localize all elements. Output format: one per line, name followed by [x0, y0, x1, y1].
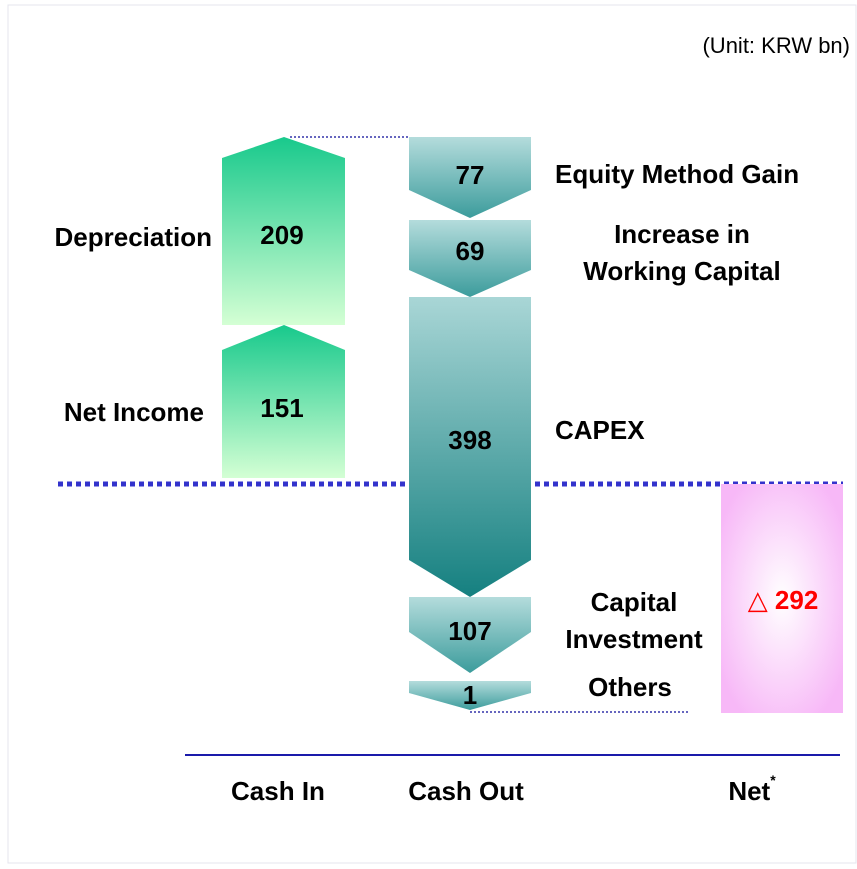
down-arrow — [409, 681, 531, 710]
item-value: 69 — [456, 236, 485, 266]
item-label: Working Capital — [583, 256, 780, 286]
item-label: Increase in — [614, 219, 750, 249]
column-label: Cash Out — [408, 776, 524, 806]
item-label: Others — [588, 672, 672, 702]
item-label: Net Income — [64, 397, 204, 427]
down-arrow — [409, 220, 531, 297]
item-value: 209 — [260, 220, 303, 250]
footnote-mark: * — [770, 772, 776, 788]
down-arrow — [409, 297, 531, 597]
up-arrow — [222, 137, 345, 325]
item-label: Equity Method Gain — [555, 159, 799, 189]
down-arrow — [409, 597, 531, 673]
item-label: Capital — [591, 587, 678, 617]
frame — [7, 4, 857, 864]
item-label: Investment — [565, 624, 703, 654]
column-label: Net* — [728, 772, 776, 806]
item-value: 151 — [260, 393, 303, 423]
unit-label: (Unit: KRW bn) — [702, 33, 850, 58]
net-value: △ 292 — [748, 585, 819, 615]
down-arrow — [409, 137, 531, 218]
up-arrow — [222, 325, 345, 478]
item-value: 77 — [456, 160, 485, 190]
item-value: 398 — [448, 425, 491, 455]
item-label: Depreciation — [55, 222, 213, 252]
net-box — [721, 484, 843, 713]
item-value: 1 — [463, 680, 477, 710]
column-label-text: Net — [728, 776, 770, 806]
item-label: CAPEX — [555, 415, 645, 445]
column-label: Cash In — [231, 776, 325, 806]
item-value: 107 — [448, 616, 491, 646]
